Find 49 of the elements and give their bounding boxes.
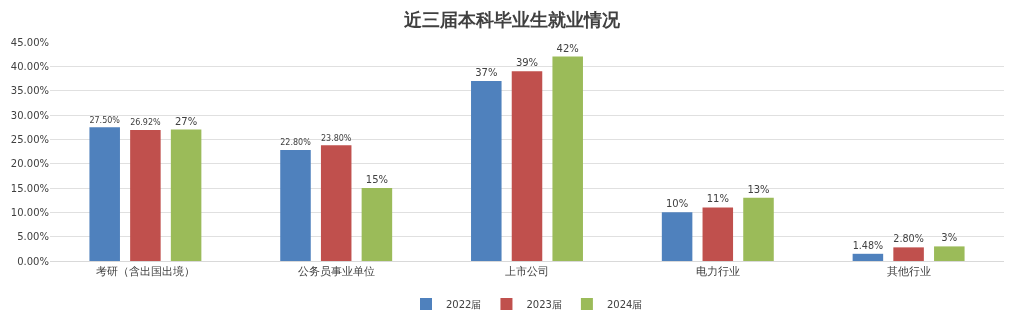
data-label: 2.80% [893, 233, 924, 245]
data-label: 15% [365, 174, 389, 185]
bar [702, 207, 734, 261]
y-tick-label: 45.00% [10, 36, 49, 48]
y-tick-label: 5.00% [17, 231, 49, 243]
data-label: 13% [747, 183, 770, 195]
x-tick-label: 公务员事业单位 [297, 265, 375, 279]
legend-label: 2023届 [526, 298, 562, 310]
data-label: 27.50% [89, 115, 121, 125]
data-label: 11% [706, 193, 729, 205]
y-tick-label: 30.00% [10, 109, 49, 121]
data-label: 23.80% [320, 133, 352, 143]
y-tick-label: 25.00% [10, 133, 49, 145]
data-label: 39% [515, 57, 539, 69]
y-tick-label: 40.00% [10, 60, 49, 72]
data-label: 22.80% [280, 138, 312, 148]
data-label: 1.48% [852, 239, 884, 251]
y-tick-label: 15.00% [10, 182, 49, 194]
bar [852, 253, 884, 261]
bar [130, 129, 161, 261]
y-tick-label: 20.00% [10, 158, 49, 170]
x-tick-label: 考研（含出国出境） [95, 265, 195, 279]
bar [893, 247, 924, 261]
y-tick-label: 0.00% [17, 255, 49, 267]
data-label: 37% [475, 66, 498, 78]
bar [89, 127, 120, 261]
data-label: 10% [665, 198, 689, 210]
bar [661, 212, 693, 261]
x-tick-label: 上市公司 [505, 265, 549, 279]
bar [934, 246, 965, 261]
bar [280, 150, 311, 261]
data-label: 42% [556, 42, 579, 54]
bar [743, 197, 774, 261]
data-label: 26.92% [130, 118, 162, 128]
y-tick-label: 35.00% [10, 85, 49, 97]
bar [361, 188, 393, 261]
bar [552, 56, 583, 261]
legend-label: 2024届 [606, 298, 643, 310]
bar [170, 129, 202, 261]
data-label: 3% [941, 232, 958, 244]
x-tick-label: 电力行业 [695, 265, 740, 279]
bar [320, 145, 352, 261]
x-tick-label: 其他行业 [886, 265, 931, 279]
chart-title: 近三届本科毕业生就业情况 [403, 8, 621, 30]
legend-label: 2022届 [446, 298, 482, 310]
bar [471, 80, 502, 261]
data-label: 27% [174, 115, 198, 127]
bar [511, 71, 543, 261]
y-tick-label: 10.00% [10, 206, 49, 218]
